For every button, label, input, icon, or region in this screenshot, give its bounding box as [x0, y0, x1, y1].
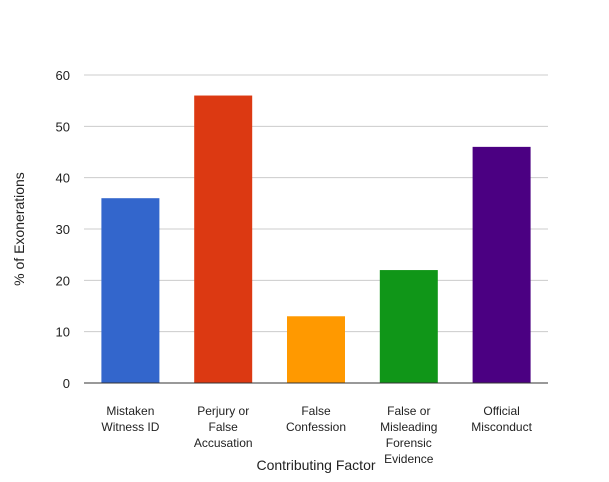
x-category-label: Misleading — [380, 420, 437, 434]
x-axis-category-labels: Mistaken Witness ID Perjury or False Accusat… — [101, 404, 532, 466]
x-category-label: Forensic — [386, 436, 432, 450]
x-category-label: False — [301, 404, 331, 418]
x-category-label: False — [209, 420, 239, 434]
x-category-label: Perjury or — [197, 404, 249, 418]
x-category-label: Witness ID — [101, 420, 159, 434]
y-tick-label: 60 — [56, 68, 70, 83]
bar[interactable] — [472, 146, 531, 383]
y-axis-title: % of Exonerations — [11, 172, 27, 286]
bars — [101, 95, 531, 384]
y-tick-label: 30 — [56, 222, 70, 237]
x-axis-title: Contributing Factor — [256, 457, 375, 473]
y-tick-label: 40 — [56, 171, 70, 186]
bar[interactable] — [194, 95, 253, 384]
x-category-label: Misconduct — [471, 420, 532, 434]
y-tick-label: 10 — [56, 325, 70, 340]
x-category-label: Official — [483, 404, 519, 418]
y-tick-label: 0 — [63, 376, 70, 391]
bar[interactable] — [287, 316, 345, 383]
bar[interactable] — [379, 270, 438, 383]
x-category-label: Confession — [286, 420, 346, 434]
y-tick-label: 50 — [56, 119, 70, 134]
y-axis-ticks: 0 10 20 30 40 50 60 — [56, 68, 70, 391]
x-category-label: Accusation — [194, 436, 253, 450]
x-category-label: False or — [387, 404, 430, 418]
gridlines — [84, 74, 548, 333]
x-category-label: Mistaken — [106, 404, 154, 418]
y-tick-label: 20 — [56, 273, 70, 288]
bar[interactable] — [101, 198, 160, 383]
x-category-label: Evidence — [384, 452, 434, 466]
